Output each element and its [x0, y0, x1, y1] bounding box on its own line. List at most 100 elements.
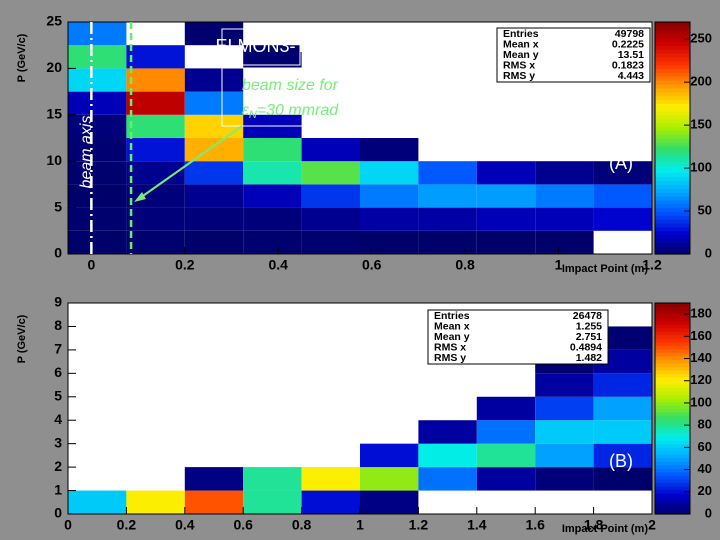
colorbar-step — [655, 383, 690, 388]
y-tick-label: 0 — [54, 505, 62, 521]
colorbar-step — [655, 134, 690, 139]
x-tick-label: 1.8 — [584, 517, 604, 533]
colorbar-step — [655, 412, 690, 417]
colorbar-step — [655, 95, 690, 100]
x-tick-label: 1.2 — [642, 257, 662, 273]
colorbar-step — [655, 419, 690, 424]
colorbar-step — [655, 443, 690, 448]
colorbar-step — [655, 114, 690, 120]
colorbar-label: 100 — [690, 160, 712, 175]
heat-cell — [68, 184, 127, 208]
heat-cell — [126, 490, 185, 514]
colorbar-step — [655, 184, 690, 189]
colorbar-label: 40 — [698, 461, 712, 476]
colorbar-label: 250 — [690, 31, 712, 46]
heat-cell — [184, 184, 244, 208]
colorbar-step — [655, 230, 690, 236]
heat-cell — [535, 161, 594, 185]
stats-label: RMS x — [503, 59, 535, 71]
beam-axis-label: beam axis — [78, 116, 95, 189]
heat-cell — [476, 184, 536, 208]
colorbar-step — [655, 506, 690, 512]
x-tick-label: 1.4 — [467, 517, 487, 533]
heat-cell — [243, 230, 302, 254]
heat-cell — [243, 161, 302, 185]
heat-cell — [535, 467, 594, 491]
heat-cell — [184, 207, 244, 231]
heat-cell — [593, 373, 652, 397]
colorbar-step — [655, 72, 690, 77]
colorbar-step — [655, 80, 690, 85]
stats-value: 1.255 — [576, 320, 602, 332]
heat-cell — [360, 467, 419, 491]
colorbar-step — [655, 68, 690, 73]
y-tick-label: 20 — [46, 59, 62, 75]
heat-cell — [360, 161, 419, 185]
colorbar-step — [655, 489, 690, 494]
colorbar-step — [655, 118, 690, 124]
colorbar-label: 0 — [705, 505, 712, 520]
colorbar-step — [655, 387, 690, 392]
colorbar-label: 80 — [698, 417, 712, 432]
colorbar-step — [655, 168, 690, 174]
heat-cell — [360, 138, 419, 162]
heat-cell — [126, 45, 185, 69]
stats-label: Mean x — [434, 320, 470, 332]
colorbar-step — [655, 471, 690, 476]
y-tick-label: 0 — [54, 245, 62, 261]
colorbar-step — [655, 130, 690, 135]
colorbar-step — [655, 223, 690, 228]
colorbar-step — [655, 478, 690, 483]
x-tick-label: 0.2 — [117, 517, 137, 533]
heat-cell — [360, 230, 419, 254]
colorbar-step — [655, 29, 690, 35]
heat-cell — [301, 490, 360, 514]
colorbar-step — [655, 138, 690, 143]
colorbar-step — [655, 49, 690, 54]
heat-cell — [476, 207, 536, 231]
stats-value: 4.443 — [618, 70, 644, 82]
colorbar-step — [655, 482, 690, 487]
heat-cell — [535, 443, 594, 468]
x-tick-label: 0.6 — [233, 517, 253, 533]
colorbar-step — [655, 83, 690, 89]
colorbar-label: 0 — [705, 245, 712, 260]
heat-cell — [360, 490, 419, 514]
colorbar-step — [655, 172, 690, 178]
colorbar-label: 120 — [690, 372, 712, 387]
stats-box — [427, 309, 609, 365]
panel-label: (A) — [609, 153, 633, 173]
colorbar-step — [655, 390, 690, 396]
colorbar-step — [655, 366, 690, 371]
colorbar-step — [655, 436, 690, 441]
stats-label: Entries — [503, 28, 539, 40]
colorbar-step — [655, 394, 690, 399]
heat-cell — [593, 161, 652, 185]
heat-cell — [243, 207, 302, 231]
heat-cell — [184, 138, 244, 162]
colorbar-step — [655, 192, 690, 197]
colorbar-step — [655, 145, 690, 151]
colorbar-step — [655, 457, 690, 462]
colorbar-frame — [654, 302, 691, 515]
heat-cell — [126, 161, 185, 185]
heat-cell — [243, 467, 302, 491]
heat-cell — [301, 207, 360, 231]
colorbar-step — [655, 373, 690, 378]
colorbar-step — [655, 327, 690, 332]
heat-cell — [68, 161, 127, 185]
beam-size-box — [221, 67, 358, 127]
colorbar-step — [655, 341, 690, 346]
heat-cell — [68, 230, 127, 254]
plot-frame — [67, 21, 653, 255]
y-tick-label: 3 — [54, 434, 62, 450]
heat-cell — [126, 114, 185, 138]
colorbar-step — [655, 408, 690, 413]
x-tick-label: 0.8 — [455, 257, 475, 273]
colorbar-step — [655, 203, 690, 209]
colorbar-step — [655, 380, 690, 385]
colorbar-step — [655, 447, 690, 452]
panel-title: ELMON3-T — [215, 36, 306, 56]
title-box — [221, 28, 301, 66]
heat-cell — [476, 161, 536, 185]
